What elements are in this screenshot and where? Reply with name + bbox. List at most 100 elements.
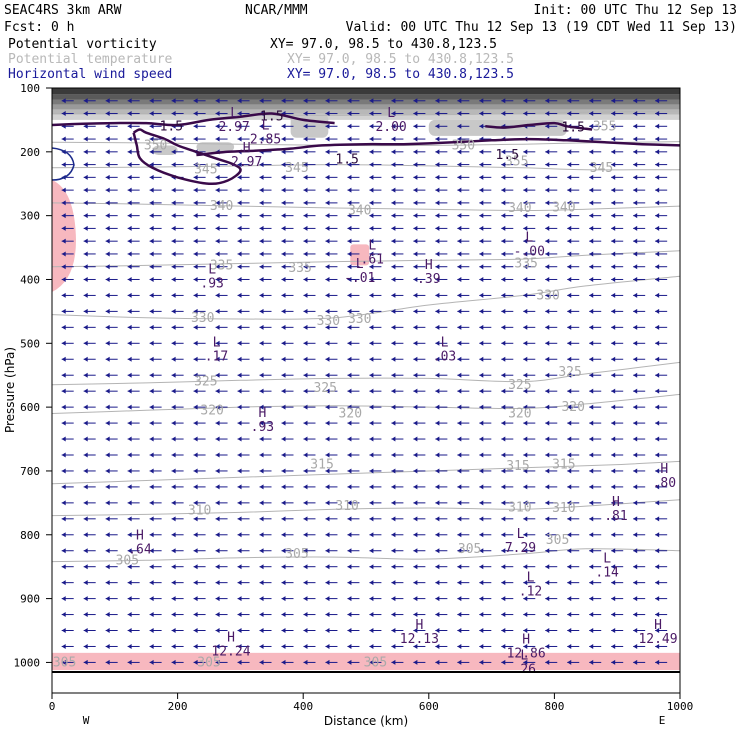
- wind-arrow-head: [127, 324, 132, 330]
- wind-arrow-head: [589, 251, 594, 257]
- wind-arrow-head: [259, 136, 264, 142]
- wind-arrow-head: [611, 308, 616, 314]
- wind-arrow-head: [259, 596, 264, 602]
- wind-arrow-head: [545, 548, 550, 554]
- wind-arrow-head: [501, 596, 506, 602]
- wind-arrow-head: [655, 420, 660, 426]
- wind-arrow-head: [105, 436, 110, 442]
- wind-arrow-head: [479, 580, 484, 586]
- wind-arrow-head: [127, 225, 132, 231]
- high-center-letter: H: [227, 631, 235, 646]
- low-center-letter: L: [517, 527, 525, 542]
- wind-arrow-head: [127, 264, 132, 270]
- wind-arrow-head: [105, 200, 110, 206]
- wind-arrow-head: [83, 388, 88, 394]
- theta-label: 315: [310, 458, 333, 473]
- wind-arrow-head: [325, 213, 330, 219]
- wind-arrow-head: [149, 162, 154, 168]
- wind-arrow-head: [215, 123, 220, 129]
- endpoint-east: E: [659, 714, 666, 727]
- wind-arrow-head: [259, 420, 264, 426]
- wind-arrow-head: [457, 484, 462, 490]
- wind-arrow-head: [501, 162, 506, 168]
- wind-arrow-head: [457, 238, 462, 244]
- wind-arrow-head: [127, 136, 132, 142]
- wind-arrow-head: [567, 420, 572, 426]
- wind-arrow-head: [501, 420, 506, 426]
- wind-arrow-head: [193, 452, 198, 458]
- wind-arrow-head: [435, 404, 440, 410]
- wind-arrow-head: [501, 98, 506, 104]
- theta-label: 305: [458, 542, 481, 557]
- theta-label: 345: [590, 161, 613, 176]
- wind-arrow-head: [325, 659, 330, 665]
- wind-arrow-head: [545, 238, 550, 244]
- wind-arrow-head: [303, 659, 308, 665]
- wind-arrow-head: [61, 628, 66, 634]
- wind-arrow-head: [61, 500, 66, 506]
- wind-arrow-head: [567, 200, 572, 206]
- wind-arrow-head: [127, 200, 132, 206]
- wind-arrow-head: [655, 123, 660, 129]
- wind-arrow-head: [281, 468, 286, 474]
- wind-arrow-head: [325, 372, 330, 378]
- wind-arrow-head: [105, 484, 110, 490]
- center-value: .12: [519, 585, 542, 600]
- wind-arrow-head: [655, 356, 660, 362]
- wind-arrow-head: [457, 436, 462, 442]
- wind-arrow-head: [237, 187, 242, 193]
- wind-arrow-head: [347, 123, 352, 129]
- wind-arrow-head: [457, 324, 462, 330]
- wind-arrow-head: [105, 149, 110, 155]
- wind-arrow-head: [369, 468, 374, 474]
- wind-arrow-head: [611, 356, 616, 362]
- wind-arrow-head: [149, 251, 154, 257]
- wind-arrow-head: [457, 356, 462, 362]
- wind-arrow-head: [325, 468, 330, 474]
- theta-label: 335: [288, 261, 311, 276]
- center-value: .03: [433, 350, 456, 365]
- wind-arrow-head: [567, 404, 572, 410]
- wind-arrow-head: [611, 580, 616, 586]
- wind-arrow-head: [325, 238, 330, 244]
- wind-arrow-head: [589, 238, 594, 244]
- wind-arrow-head: [193, 162, 198, 168]
- wind-arrow-head: [215, 292, 220, 298]
- wind-arrow-head: [171, 659, 176, 665]
- theta-label: 320: [561, 400, 584, 415]
- wind-arrow-head: [193, 200, 198, 206]
- theta-label: 355: [505, 154, 528, 169]
- wind-arrow-head: [501, 452, 506, 458]
- wind-arrow-head: [281, 238, 286, 244]
- wind-arrow-head: [435, 111, 440, 117]
- wind-arrow-head: [391, 213, 396, 219]
- wind-arrow-head: [215, 264, 220, 270]
- wind-arrow-head: [215, 162, 220, 168]
- x-axis-title: Distance (km): [324, 714, 408, 728]
- wind-arrow-head: [347, 238, 352, 244]
- wind-arrow-head: [369, 484, 374, 490]
- wind-arrow-head: [391, 238, 396, 244]
- wind-arrow-head: [215, 308, 220, 314]
- wind-arrow-head: [369, 238, 374, 244]
- wind-arrow-head: [501, 264, 506, 270]
- wind-arrow-head: [303, 580, 308, 586]
- wind-arrow-head: [611, 516, 616, 522]
- wind-arrow-head: [105, 308, 110, 314]
- wind-arrow-head: [413, 516, 418, 522]
- wind-arrow-head: [303, 225, 308, 231]
- wind-arrow-head: [171, 149, 176, 155]
- wind-arrow-head: [325, 436, 330, 442]
- wind-arrow-head: [435, 356, 440, 362]
- wind-arrow-head: [435, 643, 440, 649]
- wind-arrow-head: [655, 225, 660, 231]
- wind-arrow-head: [457, 372, 462, 378]
- high-center-letter: H: [136, 528, 144, 543]
- pv-contour-1.5: [132, 128, 242, 186]
- wind-arrow-head: [303, 516, 308, 522]
- wind-arrow-head: [171, 580, 176, 586]
- wind-arrow-head: [479, 213, 484, 219]
- wind-arrow-head: [171, 484, 176, 490]
- wind-arrow-head: [347, 612, 352, 618]
- wind-arrow-head: [215, 251, 220, 257]
